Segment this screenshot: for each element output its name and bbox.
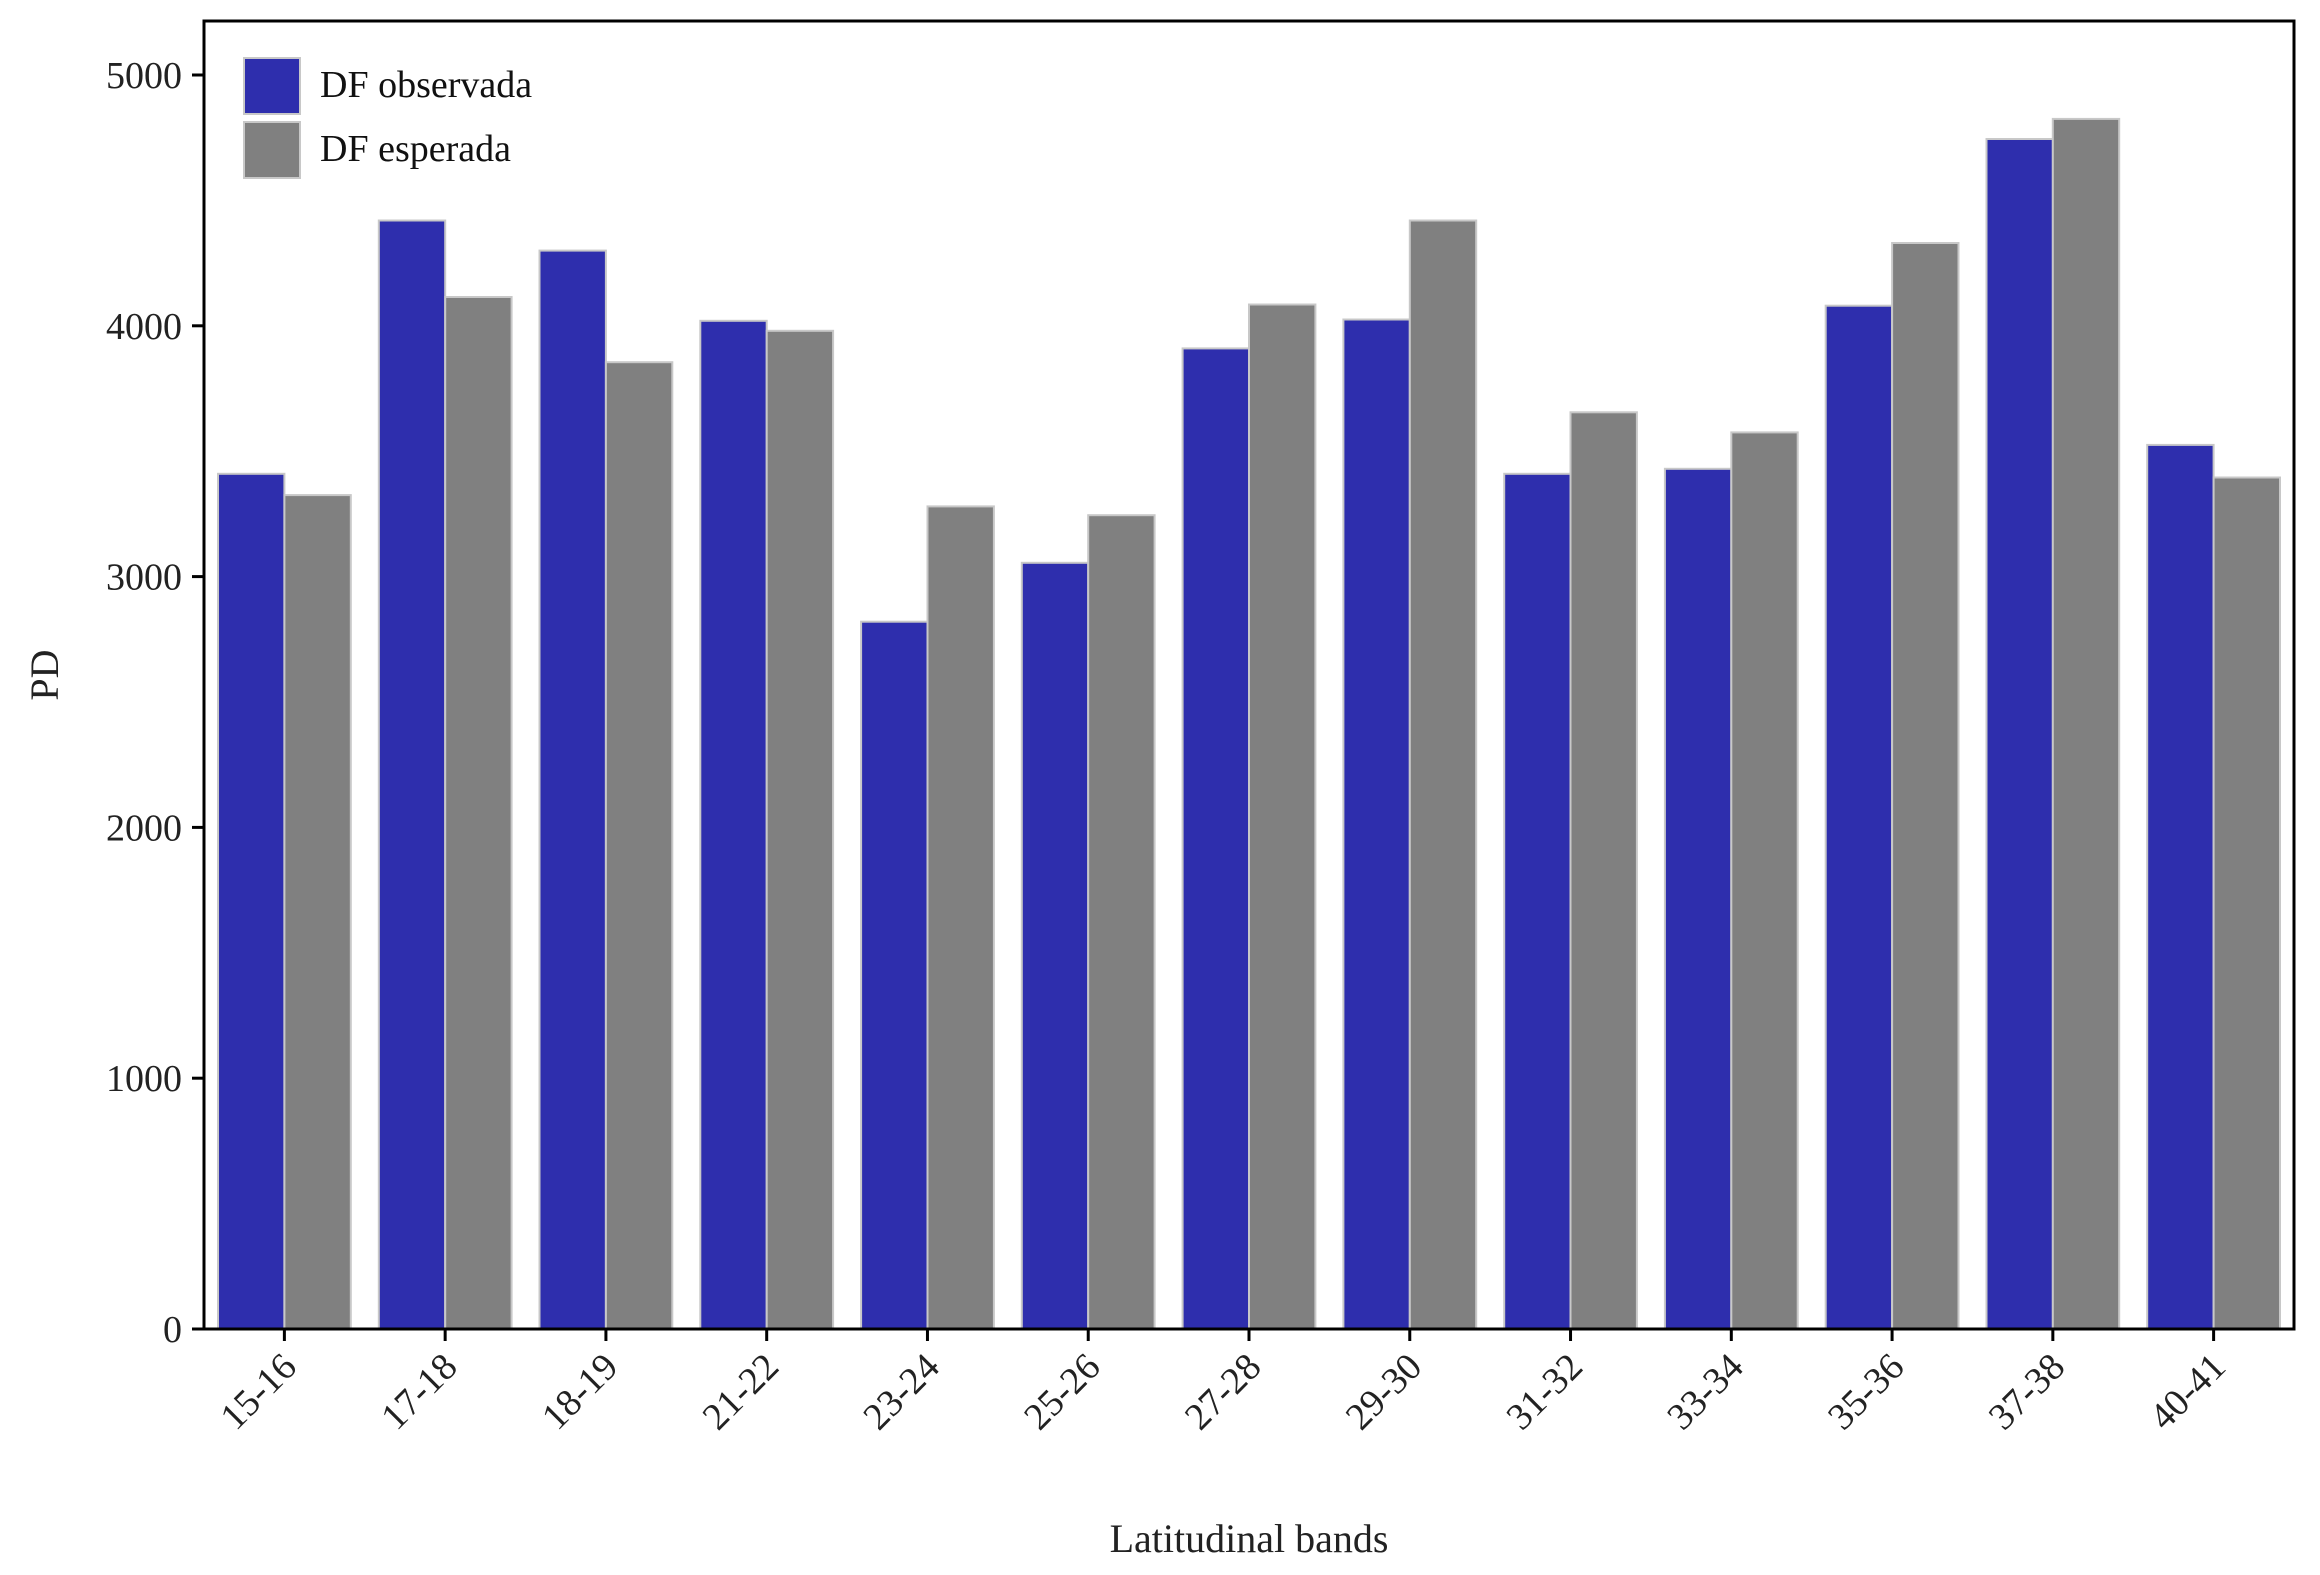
legend-label: DF esperada — [320, 128, 511, 170]
bar-observada-35-36 — [1824, 304, 1894, 1330]
x-tick-label: 27-28 — [1177, 1346, 1269, 1438]
bar-esperada-37-38 — [2051, 117, 2121, 1330]
y-tick-label: 2000 — [106, 807, 182, 849]
bar-esperada-40-41 — [2212, 476, 2282, 1330]
bar-esperada-31-32 — [1569, 411, 1638, 1330]
legend-swatch — [243, 121, 301, 179]
bar-esperada-15-16 — [283, 494, 352, 1331]
bar-observada-29-30 — [1342, 318, 1411, 1330]
x-tick-label: 23-24 — [855, 1346, 947, 1438]
x-tick-label: 21-22 — [695, 1346, 787, 1438]
x-tick-label: 35-36 — [1820, 1346, 1912, 1438]
y-tick-label: 5000 — [106, 55, 182, 97]
bar-observada-25-26 — [1020, 561, 1090, 1330]
y-tick-label: 1000 — [106, 1058, 182, 1100]
bar-observada-17-18 — [377, 219, 447, 1330]
bar-observada-33-34 — [1663, 467, 1733, 1330]
bar-esperada-35-36 — [1891, 242, 1960, 1330]
bar-observada-31-32 — [1503, 472, 1572, 1330]
x-tick-label: 17-18 — [373, 1346, 465, 1438]
x-tick-label: 29-30 — [1338, 1346, 1430, 1438]
bar-esperada-33-34 — [1730, 431, 1799, 1330]
bar-observada-40-41 — [2146, 443, 2215, 1330]
bar-esperada-23-24 — [926, 505, 995, 1330]
x-tick-label: 25-26 — [1016, 1346, 1108, 1438]
bar-observada-21-22 — [699, 319, 768, 1330]
bar-observada-18-19 — [538, 249, 607, 1331]
bar-esperada-29-30 — [1408, 219, 1478, 1330]
x-axis: 15-16 17-18 18-19 21-22 23-24 25-26 27-28 29-30… — [212, 1329, 2234, 1438]
bar-esperada-27-28 — [1248, 303, 1317, 1330]
x-tick-label: 18-19 — [534, 1346, 626, 1438]
legend-swatch — [243, 57, 301, 115]
y-axis-title: PD — [22, 649, 67, 700]
bar-observada-27-28 — [1181, 347, 1250, 1330]
bar-esperada-21-22 — [765, 329, 835, 1330]
x-tick-label: 40-41 — [2142, 1346, 2234, 1438]
x-tick-label: 15-16 — [212, 1346, 304, 1438]
legend: DF observada DF esperada — [243, 57, 532, 179]
bar-observada-23-24 — [860, 620, 929, 1330]
y-tick-label: 3000 — [106, 557, 182, 599]
y-tick-label: 4000 — [106, 306, 182, 348]
bar-esperada-17-18 — [444, 296, 513, 1330]
x-axis-title: Latitudinal bands — [1110, 1516, 1389, 1561]
y-axis: 0 1000 2000 3000 4000 5000 — [106, 55, 204, 1351]
x-tick-label: 33-34 — [1659, 1346, 1751, 1438]
x-tick-label: 37-38 — [1981, 1346, 2073, 1438]
bar-observada-37-38 — [1985, 138, 2054, 1330]
bar-esperada-18-19 — [604, 361, 674, 1330]
bar-esperada-25-26 — [1087, 514, 1156, 1330]
y-tick-label: 0 — [163, 1309, 182, 1351]
bars — [217, 117, 2282, 1331]
legend-label: DF observada — [320, 64, 532, 106]
bar-observada-15-16 — [217, 472, 286, 1330]
x-tick-label: 31-32 — [1499, 1346, 1591, 1438]
